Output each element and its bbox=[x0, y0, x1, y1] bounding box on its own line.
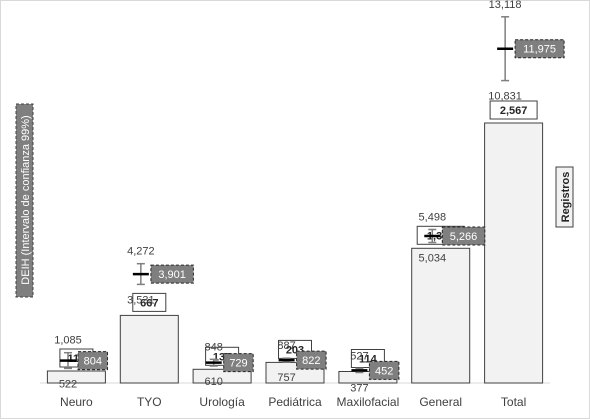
deih-value-box bbox=[514, 39, 565, 59]
deih-value-box bbox=[150, 264, 194, 284]
bar-value-label: 2,567 bbox=[500, 105, 528, 117]
deih-value-box bbox=[223, 353, 254, 373]
ci-lower-label: 3,531 bbox=[127, 294, 155, 306]
deih-value-label: 5,266 bbox=[450, 231, 478, 243]
category-label: Neuro bbox=[60, 395, 93, 409]
bar-neuro bbox=[46, 370, 106, 384]
secondary-axis-title-text: DEIH (Intervalo de confianza 99%) bbox=[20, 115, 32, 284]
secondary-axis-title-box bbox=[15, 103, 34, 298]
deih-value-box bbox=[296, 350, 327, 370]
primary-axis-title: Registros bbox=[555, 166, 574, 228]
category-label: Pediátrica bbox=[268, 395, 322, 409]
category-label: Urología bbox=[199, 395, 245, 409]
category-label: Total bbox=[501, 395, 526, 409]
secondary-axis-title: DEIH (Intervalo de confianza 99%) bbox=[15, 103, 34, 298]
ci-lower-label: 10,831 bbox=[488, 91, 522, 103]
bar-general bbox=[411, 247, 471, 384]
deih-value-label: 804 bbox=[84, 356, 102, 368]
primary-axis-title-box bbox=[555, 166, 574, 228]
category-labels-group: Neuro TYO Urología Pediátrica Maxilofacial Ge… bbox=[60, 395, 526, 409]
deih-value-label: 822 bbox=[302, 355, 320, 367]
ci-lower-label: 757 bbox=[277, 372, 295, 384]
ci-upper-label: 5,498 bbox=[419, 212, 447, 224]
ci-lower-label: 377 bbox=[350, 383, 368, 395]
bar-total bbox=[484, 122, 544, 384]
bar-tyo bbox=[119, 314, 179, 384]
ci-lower-label: 522 bbox=[59, 378, 77, 390]
deih-value-label: 729 bbox=[229, 358, 247, 370]
category-label: General bbox=[419, 395, 462, 409]
bars-group bbox=[46, 122, 544, 384]
category-label: Maxilofacial bbox=[337, 395, 400, 409]
deih-value-label: 452 bbox=[375, 365, 393, 377]
ci-upper-label: 887 bbox=[277, 340, 295, 352]
ci-lower-label: 610 bbox=[205, 376, 223, 388]
ci-upper-label: 1,085 bbox=[54, 335, 82, 347]
deih-value-label: 11,975 bbox=[523, 44, 556, 56]
deih-value-box bbox=[441, 226, 486, 246]
ci-upper-label: 527 bbox=[350, 350, 368, 362]
ci-upper-label: 4,272 bbox=[127, 246, 155, 258]
primary-axis-title-text: Registros bbox=[560, 172, 572, 223]
ci-lower-label: 5,034 bbox=[419, 253, 447, 265]
deih-value-label: 3,901 bbox=[158, 269, 186, 281]
bar-value-box bbox=[489, 100, 538, 120]
deih-value-box bbox=[77, 351, 108, 371]
bar-value-label: 667 bbox=[140, 297, 158, 309]
deih-value-box bbox=[368, 360, 400, 380]
ci-upper-label: 848 bbox=[205, 341, 223, 353]
ci-upper-label: 13,118 bbox=[489, 0, 522, 11]
bar-urología bbox=[192, 368, 252, 384]
category-label: TYO bbox=[137, 395, 162, 409]
bar-value-box bbox=[132, 292, 167, 312]
